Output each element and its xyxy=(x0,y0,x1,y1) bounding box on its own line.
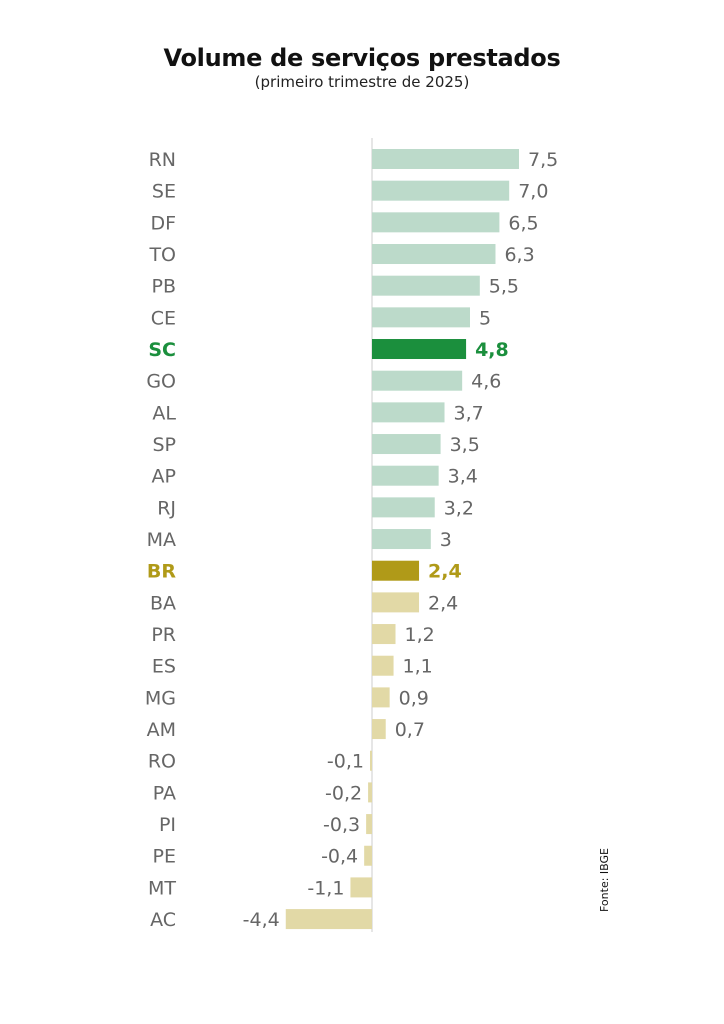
value-label: 3,2 xyxy=(444,497,474,519)
bar-sc xyxy=(372,339,467,360)
category-label: PE xyxy=(153,846,176,868)
category-label: PB xyxy=(152,276,177,298)
value-label: 4,6 xyxy=(471,371,501,393)
category-label: PI xyxy=(159,814,176,836)
category-label: MG xyxy=(145,687,176,709)
category-label: ES xyxy=(152,656,176,678)
value-label: 3,7 xyxy=(454,402,484,424)
category-label: MA xyxy=(147,529,176,551)
value-label: 6,3 xyxy=(504,244,534,266)
category-label: SE xyxy=(152,181,176,203)
category-label: SC xyxy=(148,339,176,361)
bar-pr xyxy=(372,624,396,645)
bar-am xyxy=(372,719,386,740)
value-label: 0,7 xyxy=(395,719,425,741)
category-label: AP xyxy=(152,466,176,488)
bar-mt xyxy=(350,877,372,898)
value-label: 0,9 xyxy=(399,687,429,709)
bar-pb xyxy=(372,275,480,296)
value-label: 6,5 xyxy=(508,212,538,234)
chart-subtitle: (primeiro trimestre de 2025) xyxy=(254,73,470,91)
category-label: CE xyxy=(151,307,176,329)
category-label: AL xyxy=(152,402,176,424)
category-label: DF xyxy=(150,212,176,234)
value-label: -1,1 xyxy=(307,877,344,899)
value-label: 5,5 xyxy=(489,276,519,298)
bar-rj xyxy=(372,497,435,518)
value-label: -0,3 xyxy=(323,814,360,836)
category-label: AM xyxy=(147,719,176,741)
category-label: TO xyxy=(148,244,176,266)
bar-df xyxy=(372,212,500,233)
bar-br xyxy=(372,560,420,581)
bar-ro xyxy=(370,750,372,771)
value-label: -0,1 xyxy=(327,751,364,773)
category-label: BR xyxy=(147,561,176,583)
value-label: 2,4 xyxy=(428,592,458,614)
category-label: BA xyxy=(150,592,176,614)
value-label: 5 xyxy=(479,307,491,329)
bar-ce xyxy=(372,307,470,328)
value-label: -0,2 xyxy=(325,782,362,804)
bar-ba xyxy=(372,592,420,613)
value-label: 3,4 xyxy=(448,466,478,488)
value-label: 4,8 xyxy=(475,339,509,361)
bar-to xyxy=(372,244,496,265)
category-label: SP xyxy=(152,434,176,456)
category-label: GO xyxy=(146,371,176,393)
bar-al xyxy=(372,402,445,423)
bar-ap xyxy=(372,465,439,486)
value-label: 3,5 xyxy=(450,434,480,456)
bar-pa xyxy=(368,782,372,803)
bar-pe xyxy=(364,845,372,866)
bar-go xyxy=(372,370,463,391)
value-label: 7,5 xyxy=(528,149,558,171)
value-label: 7,0 xyxy=(518,181,548,203)
value-label: 1,2 xyxy=(405,624,435,646)
bar-pi xyxy=(366,814,372,835)
value-label: -0,4 xyxy=(321,846,358,868)
bar-rn xyxy=(372,149,519,169)
category-label: RO xyxy=(148,751,176,773)
bar-se xyxy=(372,180,510,201)
bar-ma xyxy=(372,529,431,550)
bar-mg xyxy=(372,687,390,708)
category-label: AC xyxy=(150,909,176,931)
bar-es xyxy=(372,655,394,676)
category-label: RN xyxy=(149,149,176,171)
bar-ac xyxy=(285,909,372,930)
value-label: 1,1 xyxy=(403,656,433,678)
value-label: 3 xyxy=(440,529,452,551)
category-label: PR xyxy=(151,624,176,646)
category-label: RJ xyxy=(157,497,176,519)
value-label: -4,4 xyxy=(243,909,280,931)
bar-sp xyxy=(372,434,441,455)
category-label: MT xyxy=(148,877,176,899)
chart-title: Volume de serviços prestados xyxy=(163,44,561,72)
category-label: PA xyxy=(153,782,176,804)
value-label: 2,4 xyxy=(428,561,462,583)
